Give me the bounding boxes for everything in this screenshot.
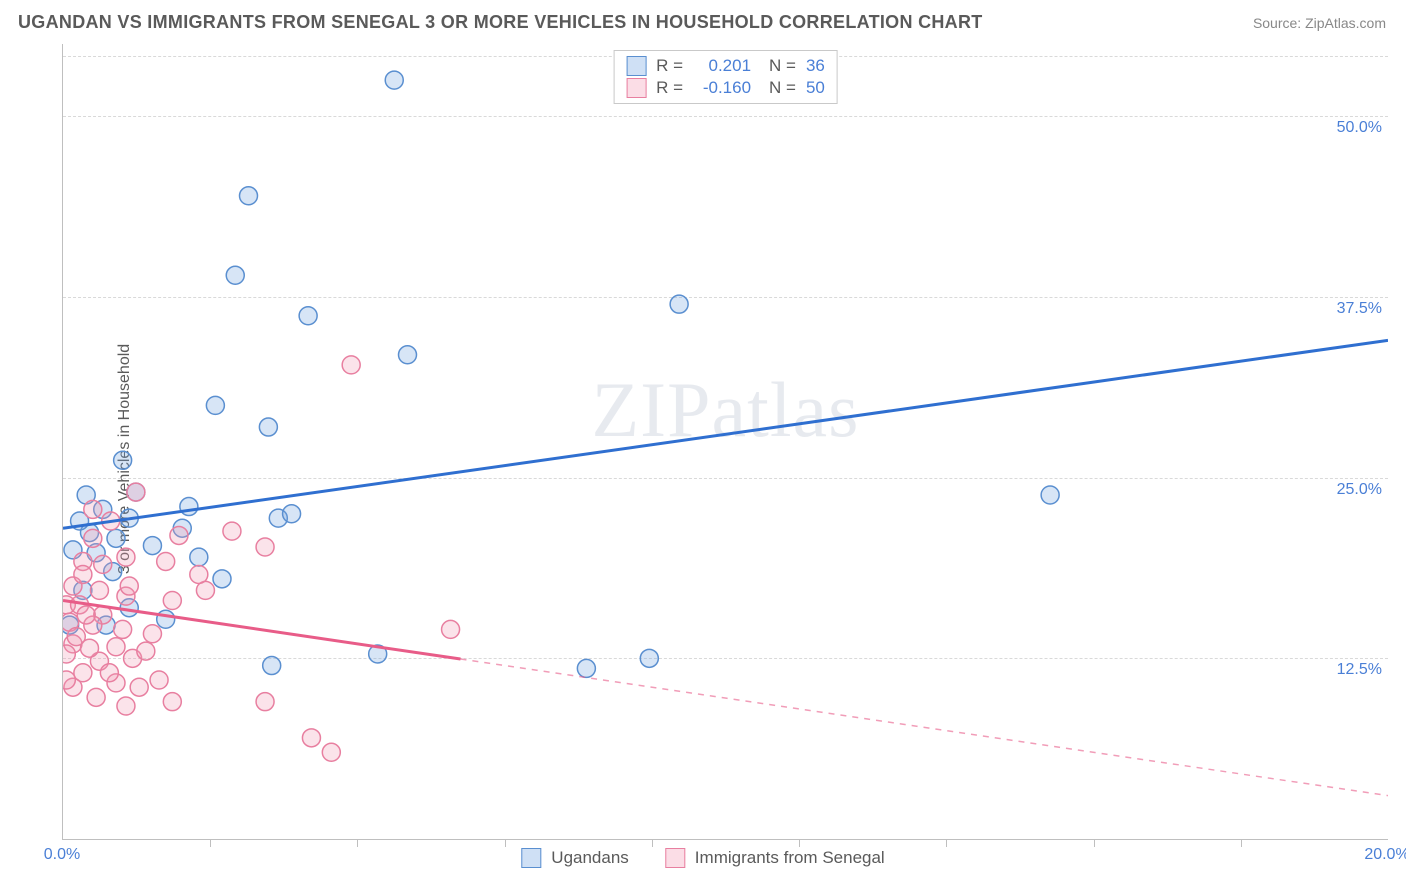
n-value: 36	[806, 56, 825, 76]
source-attribution: Source: ZipAtlas.com	[1253, 15, 1386, 31]
x-tick	[652, 839, 653, 847]
legend-swatch	[626, 56, 646, 76]
n-value: 50	[806, 78, 825, 98]
r-value: -0.160	[693, 78, 751, 98]
legend-swatch	[521, 848, 541, 868]
legend-label: Immigrants from Senegal	[695, 848, 885, 868]
legend-swatch	[665, 848, 685, 868]
x-tick	[799, 839, 800, 847]
x-tick	[946, 839, 947, 847]
legend-stat-row: R = -0.160 N = 50	[626, 77, 825, 99]
x-tick	[505, 839, 506, 847]
trend-line	[63, 340, 1388, 528]
x-tick	[1241, 839, 1242, 847]
x-tick	[210, 839, 211, 847]
r-value: 0.201	[693, 56, 751, 76]
n-label: N =	[769, 78, 796, 98]
r-label: R =	[656, 56, 683, 76]
x-tick-label: 0.0%	[44, 846, 80, 864]
x-tick	[1094, 839, 1095, 847]
legend-item: Ugandans	[521, 848, 629, 868]
chart-title: UGANDAN VS IMMIGRANTS FROM SENEGAL 3 OR …	[18, 12, 983, 33]
legend-stat-row: R = 0.201 N = 36	[626, 55, 825, 77]
correlation-legend: R = 0.201 N = 36 R = -0.160 N = 50	[613, 50, 838, 104]
trend-lines-layer	[63, 44, 1388, 839]
chart-header: UGANDAN VS IMMIGRANTS FROM SENEGAL 3 OR …	[0, 0, 1406, 41]
x-tick	[357, 839, 358, 847]
chart-wrapper: 3 or more Vehicles in Household R = 0.20…	[18, 44, 1388, 874]
legend-label: Ugandans	[551, 848, 629, 868]
n-label: N =	[769, 56, 796, 76]
r-label: R =	[656, 78, 683, 98]
x-tick-label: 20.0%	[1364, 846, 1406, 864]
trend-line	[63, 601, 461, 660]
trend-line-extrapolated	[461, 659, 1389, 796]
series-legend: Ugandans Immigrants from Senegal	[521, 848, 884, 868]
plot-area: R = 0.201 N = 36 R = -0.160 N = 50 ZIPat…	[62, 44, 1388, 840]
legend-item: Immigrants from Senegal	[665, 848, 885, 868]
legend-swatch	[626, 78, 646, 98]
